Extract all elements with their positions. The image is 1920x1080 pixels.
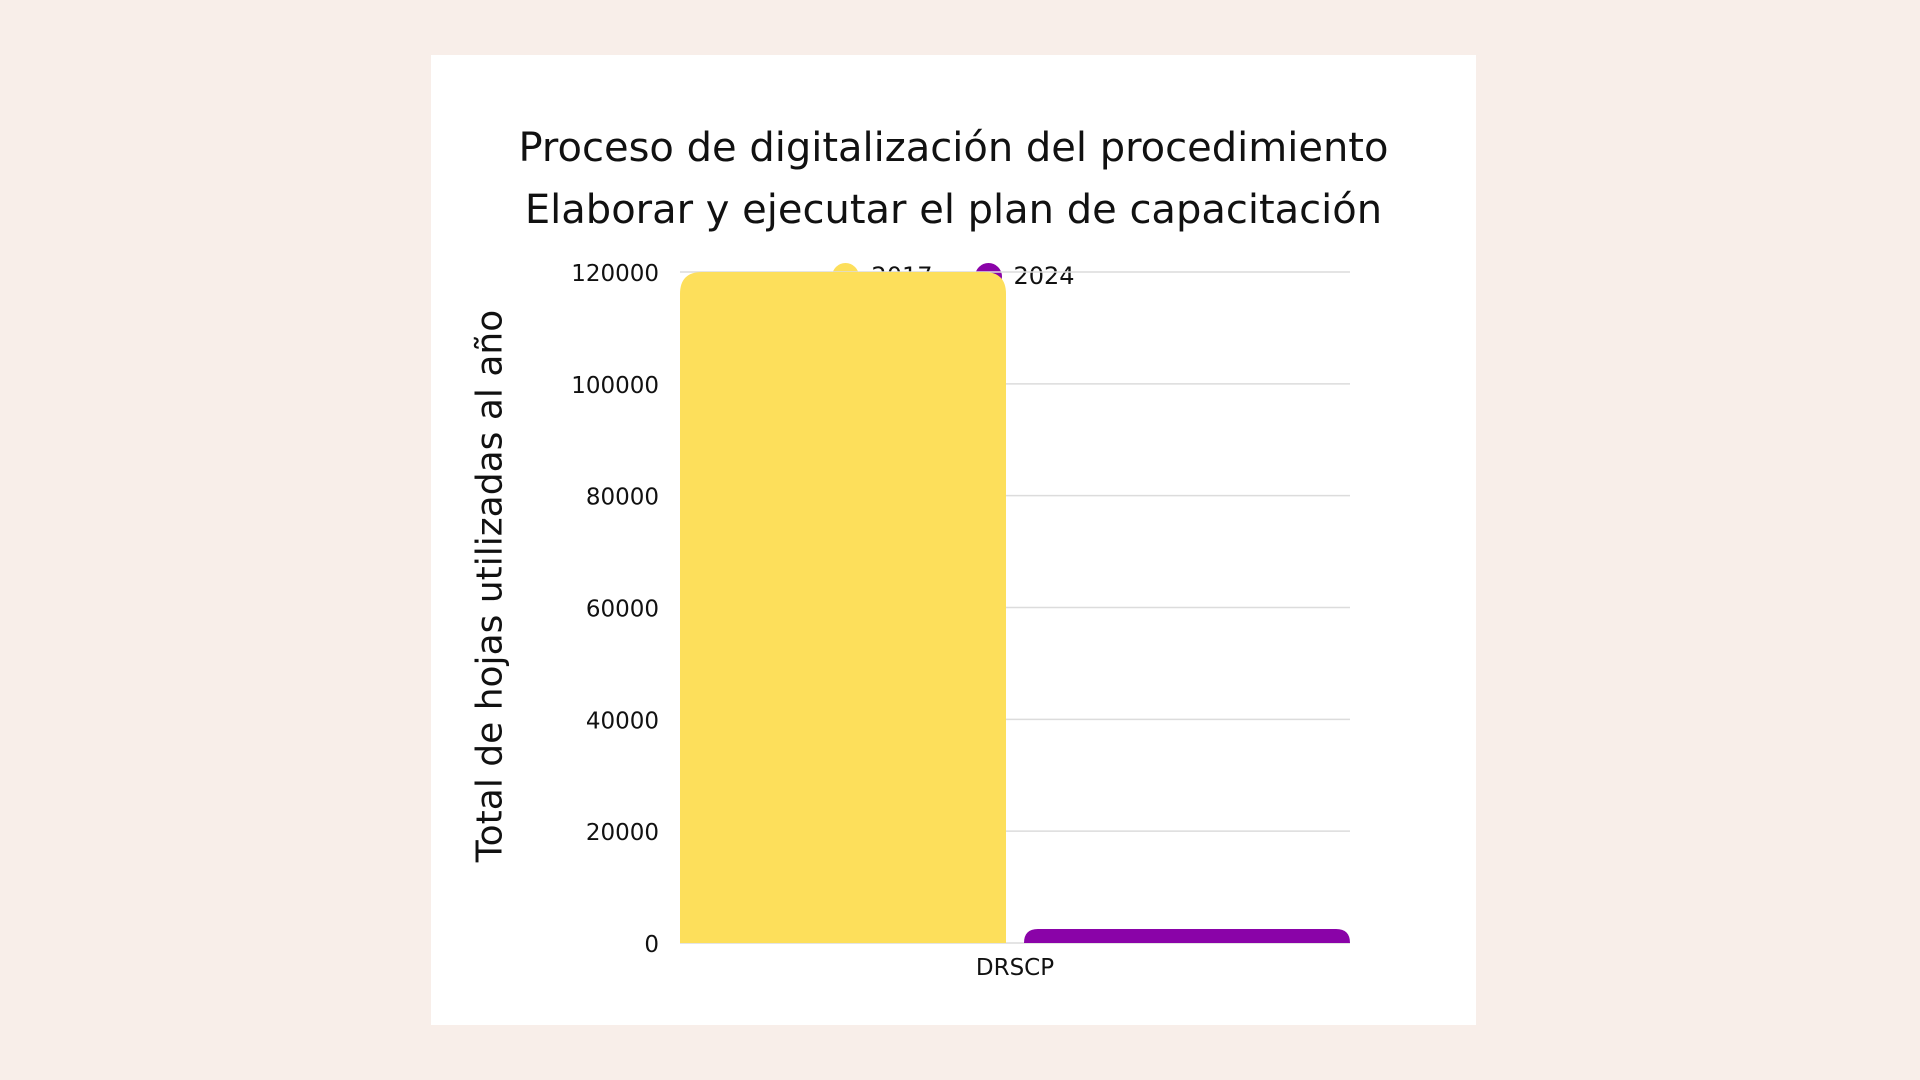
y-tick-label: 120000 [571, 261, 659, 287]
chart-title-line-2: Elaborar y ejecutar el plan de capacitac… [524, 187, 1383, 233]
bar-2017-DRSCP [680, 272, 1006, 943]
x-tick-label: DRSCP [976, 955, 1054, 981]
y-tick-label: 60000 [586, 597, 659, 623]
y-tick-label: 20000 [586, 820, 659, 846]
bar-2024-DRSCP [1024, 929, 1350, 943]
chart-title: Proceso de digitalización del procedimie… [431, 117, 1476, 241]
y-tick-label: 40000 [586, 708, 659, 734]
legend-label-2024: 2024 [1013, 262, 1075, 290]
y-tick-label: 0 [644, 932, 659, 958]
chart-title-line-1: Proceso de digitalización del procedimie… [518, 125, 1389, 171]
y-tick-label: 100000 [571, 373, 659, 399]
y-tick-label: 80000 [586, 485, 659, 511]
